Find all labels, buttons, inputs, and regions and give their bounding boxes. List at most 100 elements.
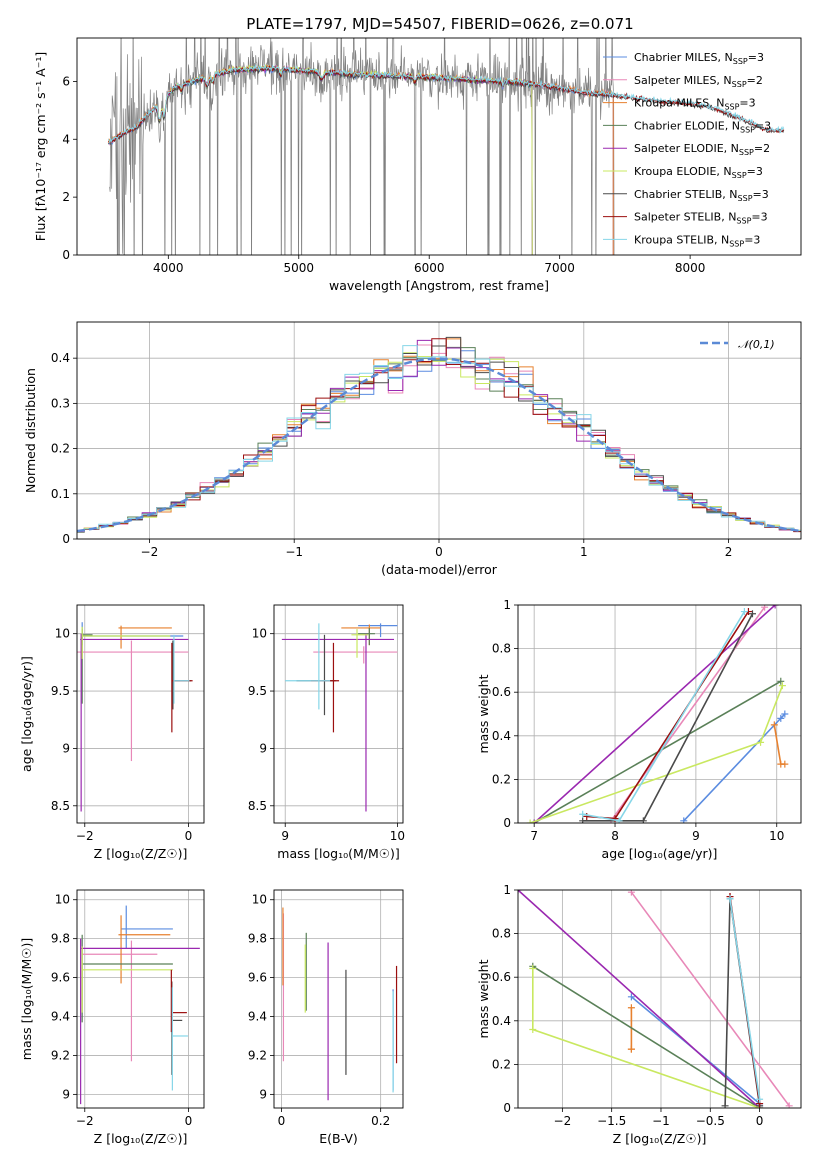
x-axis-label: wavelength [Angstrom, rest frame] <box>329 278 549 293</box>
weight-series-5 <box>533 605 776 823</box>
grid <box>77 890 204 1108</box>
weight-series-4 <box>532 965 761 1108</box>
y-tick-label: 9.6 <box>248 971 267 985</box>
x-tick-label: −1.5 <box>597 1114 626 1128</box>
legend: 𝒩(0,1) <box>700 338 775 351</box>
plot-area <box>526 605 789 823</box>
x-tick-label: 0 <box>185 1114 193 1128</box>
weight-marker <box>740 608 748 616</box>
x-axis-label: age [log₁₀(age/yr)] <box>602 846 718 861</box>
y-tick-label: 10 <box>55 893 70 907</box>
y-tick-label: 8.5 <box>248 799 267 813</box>
plot-area <box>107 38 785 255</box>
y-tick-label: 10 <box>252 893 267 907</box>
y-axis-label: Flux [fλ10⁻¹⁷ erg cm⁻² s⁻¹ A⁻¹] <box>33 52 48 241</box>
x-tick-label: 0 <box>278 1114 286 1128</box>
ticks: 0 0.2 9 9.2 9.4 9.6 9.8 10 <box>248 893 390 1128</box>
y-tick-label: 8.5 <box>51 799 70 813</box>
weight-series-9 <box>729 898 761 1100</box>
legend-label: 𝒩(0,1) <box>738 338 775 351</box>
legend-label: Kroupa STELIB, NSSP=3 <box>634 233 760 248</box>
y-tick-label: 0.2 <box>492 772 511 786</box>
axes-frame <box>76 889 205 1109</box>
y-tick-label: 9.5 <box>51 684 70 698</box>
x-tick-label: 8000 <box>675 261 706 275</box>
y-tick-label: 9.6 <box>51 971 70 985</box>
weight-series-5 <box>518 890 761 1108</box>
x-tick-label: −1 <box>652 1114 670 1128</box>
y-tick-label: 0 <box>503 816 511 830</box>
weight-marker <box>639 817 647 823</box>
weight-marker <box>579 810 587 818</box>
x-axis-label: (data-model)/error <box>381 562 498 577</box>
model-line-4 <box>155 66 533 255</box>
x-tick-label: 9 <box>692 829 700 843</box>
x-tick-label: 2 <box>725 545 733 559</box>
x-tick-label: 7 <box>530 829 538 843</box>
weight-marker <box>777 714 785 722</box>
weight-series-1 <box>683 713 786 822</box>
x-axis-label: Z [log₁₀(Z/Z☉)] <box>613 1131 707 1146</box>
chart-1: 4000 5000 6000 7000 8000 0 2 4 6 wavelength [Angs… <box>33 37 802 293</box>
model-line-6 <box>154 64 533 255</box>
x-tick-label: 10 <box>769 829 784 843</box>
weight-series-7 <box>724 898 761 1106</box>
weight-marker <box>781 760 789 768</box>
chart-3: −2 0 8.5 9 9.5 10 Z [log₁₀(Z/Z☉)] age [log₁₀(ag… <box>19 604 205 861</box>
weight-marker <box>627 1004 635 1012</box>
y-tick-label: 0 <box>62 248 70 262</box>
x-tick-label: −2 <box>76 1114 94 1128</box>
x-tick-label: 5000 <box>283 261 314 275</box>
y-tick-label: 10 <box>55 627 70 641</box>
weight-marker <box>529 964 537 972</box>
model-line-5 <box>154 65 533 255</box>
model-line-9 <box>107 63 785 145</box>
x-tick-label: −0.5 <box>696 1114 725 1128</box>
axes-frame <box>517 889 802 1109</box>
y-axis-label: mass weight <box>476 959 491 1038</box>
legend-label: Kroupa ELODIE, NSSP=3 <box>634 165 763 180</box>
chart-4: 9 10 8.5 9 9.5 10 mass [log₁₀(M/M☉)] <box>248 604 405 861</box>
x-tick-label: 1 <box>580 545 588 559</box>
weight-marker <box>785 1102 793 1108</box>
legend-label: Salpeter ELODIE, NSSP=2 <box>634 142 770 157</box>
y-tick-label: 0.4 <box>51 351 70 365</box>
legend: Chabrier MILES, NSSP=3 Salpeter MILES, NS… <box>603 51 771 248</box>
weight-marker <box>761 605 769 611</box>
weight-marker <box>627 890 635 896</box>
x-axis-label: E(B-V) <box>319 1131 358 1146</box>
x-tick-label: 4000 <box>153 261 184 275</box>
weight-series-8 <box>586 611 750 820</box>
y-tick-label: 4 <box>62 132 70 146</box>
y-tick-label: 0.3 <box>51 396 70 410</box>
legend-label: Chabrier MILES, NSSP=3 <box>634 51 764 66</box>
weight-marker <box>748 610 756 618</box>
chart-2: −2 −1 0 1 2 0 0.1 0.2 0.3 0.4 (data-model)/error No… <box>23 321 802 577</box>
axes-frame <box>273 604 404 824</box>
axes-frame <box>76 37 802 256</box>
y-tick-label: 1 <box>503 883 511 897</box>
y-tick-label: 1 <box>503 598 511 612</box>
weight-marker <box>627 1045 635 1053</box>
y-tick-label: 0.8 <box>492 927 511 941</box>
plot-area <box>77 622 193 812</box>
x-axis-label: Z [log₁₀(Z/Z☉)] <box>94 846 188 861</box>
plot-area <box>77 336 801 533</box>
weight-marker <box>615 817 623 823</box>
plot-area <box>518 890 793 1108</box>
y-tick-label: 9.4 <box>248 1010 267 1024</box>
legend-label: Salpeter STELIB, NSSP=3 <box>634 211 768 226</box>
y-axis-label: Normed distribution <box>23 368 38 493</box>
x-axis-label: mass [log₁₀(M/M☉)] <box>277 846 399 861</box>
y-axis-label: mass [log₁₀(M/M☉)] <box>19 938 34 1060</box>
grid <box>274 890 403 1108</box>
x-tick-label: 6000 <box>414 261 445 275</box>
weight-marker <box>579 817 587 823</box>
y-tick-label: 9 <box>259 741 267 755</box>
chart-6: −2 0 9 9.2 9.4 9.6 9.8 10 Z [log₁₀(Z/Z☉)] mass [l… <box>19 889 205 1146</box>
weight-marker <box>721 1102 729 1108</box>
ticks: −2 0 9 9.2 9.4 9.6 9.8 10 <box>51 893 192 1128</box>
x-tick-label: 10 <box>390 829 405 843</box>
y-tick-label: 0.6 <box>492 970 511 984</box>
